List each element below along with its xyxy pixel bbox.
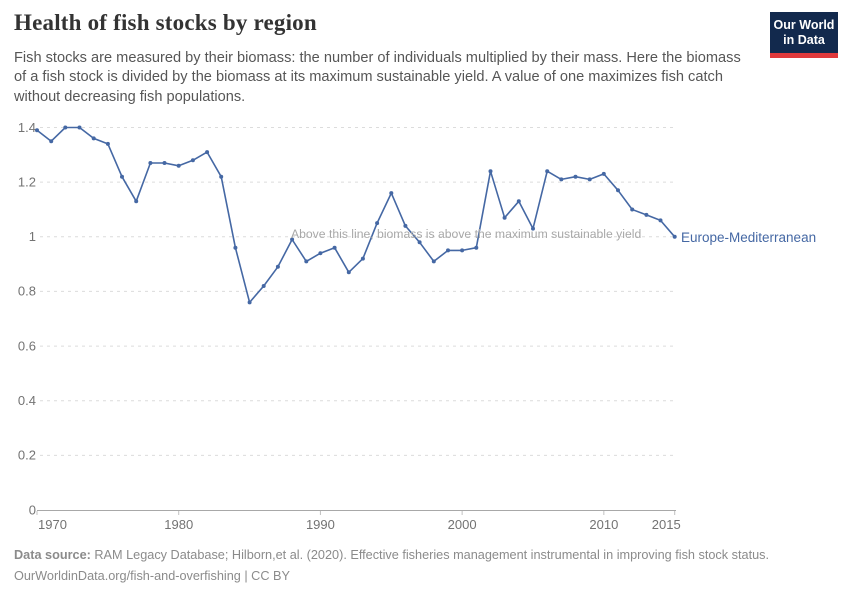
data-point-1998 [431,259,436,264]
data-point-2003 [502,215,507,220]
data-point-2005 [531,226,535,231]
data-point-2008 [573,174,578,179]
owid-logo-text: Our World in Data [770,12,838,53]
data-point-2004 [516,199,521,204]
data-point-1982 [205,150,210,155]
data-point-1986 [261,284,266,288]
data-line-europe-mediterranean [36,126,676,304]
data-point-1975 [105,141,110,146]
data-point-2002 [488,169,493,174]
data-point-1971 [49,139,54,144]
x-tick-label: 2015 [652,517,681,532]
y-tick-label: 1.4 [18,120,36,135]
data-point-1997 [417,240,422,245]
data-point-2001 [474,245,479,250]
chart-subtitle: Fish stocks are measured by their biomas… [14,50,741,105]
data-point-1990 [318,251,323,256]
data-point-2007 [559,177,564,182]
chart-footer: Data source: RAM Legacy Database; Hilbor… [14,545,814,586]
data-point-1989 [304,259,309,264]
data-point-2010 [601,171,606,176]
data-point-1988 [290,237,295,242]
y-tick-label: 0.6 [18,338,36,353]
data-point-2009 [587,177,592,182]
owid-logo-line2: in Data [783,33,825,47]
data-point-1984 [233,245,238,250]
footer-source-line: Data source: RAM Legacy Database; Hilbor… [14,545,814,566]
data-point-2006 [545,169,550,174]
footer-source-text: RAM Legacy Database; Hilborn,et al. (202… [90,548,770,562]
data-point-2000 [460,248,465,253]
data-point-2013 [644,212,649,217]
data-point-2015 [672,234,677,239]
y-tick-label: 0.2 [18,448,36,463]
data-point-1981 [190,158,195,163]
data-point-1980 [176,163,181,168]
x-tick-label: 2010 [589,517,618,532]
data-point-1995 [389,191,394,196]
data-point-1976 [120,174,124,179]
data-point-1991 [332,245,337,250]
y-tick-label: 0.4 [18,393,36,408]
owid-logo-red-bar [770,53,838,58]
y-tick-label: 1.2 [18,174,36,189]
data-point-1974 [91,136,96,141]
data-point-1983 [219,174,224,179]
y-tick-label: 0 [29,502,36,517]
data-point-1999 [446,248,450,253]
x-tick-label: 1990 [306,517,335,532]
owid-logo: Our World in Data [770,12,838,58]
data-point-2012 [630,207,635,212]
data-point-1994 [375,221,380,226]
y-tick-label: 0.8 [18,284,36,299]
data-point-1996 [403,223,408,228]
data-point-1977 [134,199,139,204]
footer-source-label: Data source: [14,548,91,562]
data-point-1985 [247,300,252,305]
y-tick-label: 1 [29,229,36,244]
data-point-1978 [148,161,153,165]
data-point-2011 [616,188,620,193]
data-point-1992 [346,270,351,275]
data-point-1973 [77,125,82,130]
data-point-1979 [162,161,167,165]
series-label-europe-mediterranean: Europe-Mediterranean [681,230,817,245]
data-point-2014 [658,218,663,223]
x-tick-label: 2000 [448,517,477,532]
x-tick-label: 1970 [38,517,67,532]
msy-annotation: Above this line, biomass is above the ma… [291,227,642,241]
page-title: Health of fish stocks by region [14,10,317,35]
data-point-1993 [360,256,365,261]
footer-license-line: OurWorldinData.org/fish-and-overfishing … [14,568,290,583]
owid-logo-line1: Our World [773,18,835,32]
x-tick-label: 1980 [164,517,193,532]
data-point-1970 [35,128,39,133]
data-point-1987 [275,264,280,269]
data-point-1972 [63,125,68,130]
